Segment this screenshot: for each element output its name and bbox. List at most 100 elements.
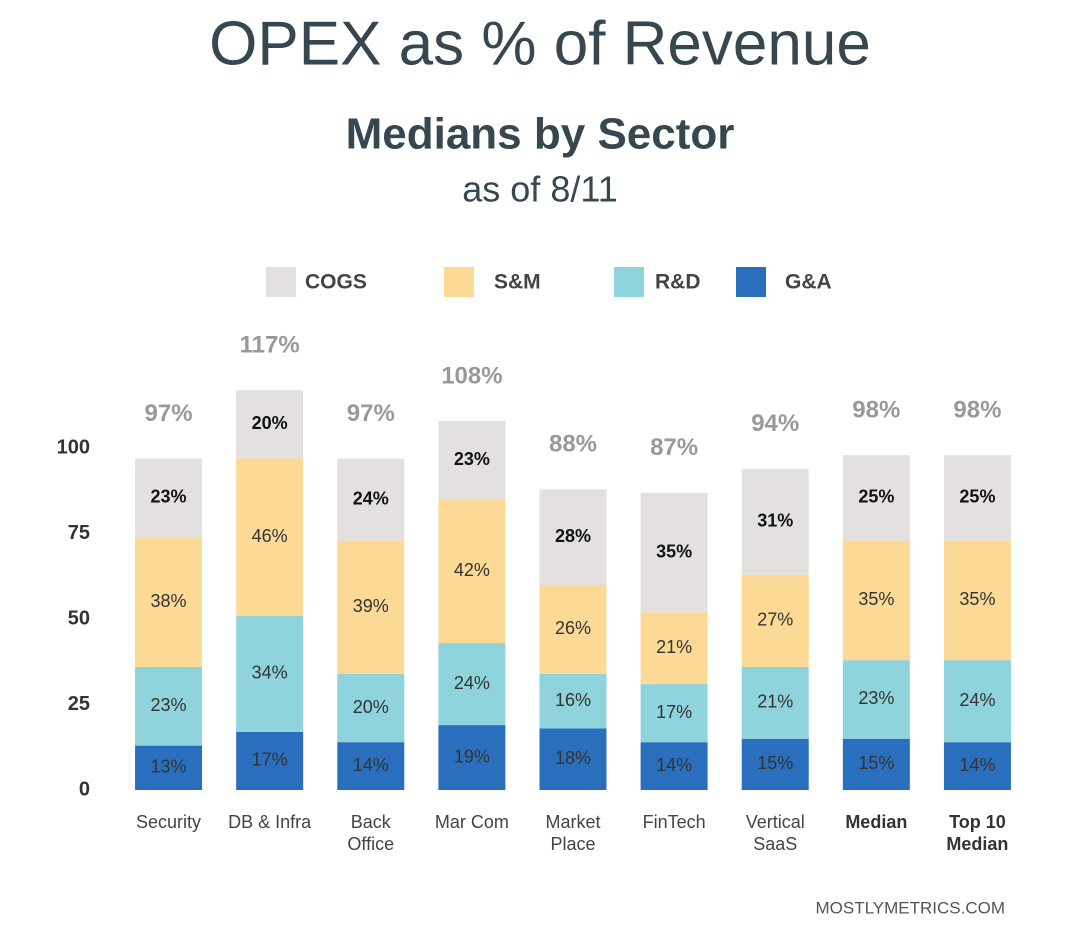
bar-segment bbox=[842, 660, 910, 739]
value-label: 24% bbox=[959, 690, 995, 710]
x-tick-label: Security bbox=[136, 812, 202, 832]
bar-segment bbox=[337, 458, 405, 541]
y-tick-label: 0 bbox=[79, 778, 90, 800]
value-label: 23% bbox=[151, 487, 187, 507]
legend-swatch bbox=[266, 267, 296, 297]
value-label: 23% bbox=[151, 695, 187, 715]
bar-segment bbox=[337, 673, 405, 743]
y-tick-label: 75 bbox=[68, 522, 90, 544]
total-label: 98% bbox=[852, 397, 900, 424]
total-label: 88% bbox=[549, 431, 597, 458]
bar-segment bbox=[438, 725, 506, 790]
value-label: 23% bbox=[454, 449, 490, 469]
bar-segment bbox=[135, 745, 203, 790]
legend-label: COGS bbox=[305, 271, 367, 294]
bar-segment bbox=[640, 492, 708, 613]
x-tick-label: FinTech bbox=[642, 812, 706, 832]
value-label: 16% bbox=[555, 690, 591, 710]
bar-segment bbox=[135, 667, 203, 746]
bar-segment bbox=[438, 499, 506, 644]
bar-segment bbox=[842, 540, 910, 661]
bar-segment bbox=[741, 574, 809, 667]
value-label: 18% bbox=[555, 748, 591, 768]
value-label: 35% bbox=[656, 541, 692, 561]
bar-segment bbox=[539, 489, 607, 585]
legend-swatch bbox=[736, 267, 766, 297]
bar-segment bbox=[741, 667, 809, 739]
value-label: 17% bbox=[252, 750, 288, 770]
legend-label: G&A bbox=[785, 271, 832, 294]
total-label: 87% bbox=[650, 434, 698, 461]
value-label: 42% bbox=[454, 560, 490, 580]
bar-segment bbox=[943, 742, 1011, 790]
bar-segment bbox=[337, 742, 405, 790]
bar-segment bbox=[539, 673, 607, 729]
value-label: 13% bbox=[151, 757, 187, 777]
value-label: 28% bbox=[555, 526, 591, 546]
value-label: 15% bbox=[757, 753, 793, 773]
bar-segment bbox=[236, 615, 304, 732]
bar-segment bbox=[640, 684, 708, 743]
y-tick-label: 25 bbox=[68, 693, 90, 715]
x-tick-label: DB & Infra bbox=[228, 812, 312, 832]
bar-segment bbox=[438, 421, 506, 500]
value-label: 35% bbox=[959, 589, 995, 609]
value-label: 21% bbox=[656, 637, 692, 657]
x-tick-label: Vertical SaaS bbox=[745, 812, 805, 854]
bar-segment bbox=[236, 458, 304, 616]
bar-segment bbox=[640, 612, 708, 685]
bar-segment bbox=[640, 742, 708, 790]
value-label: 46% bbox=[252, 526, 288, 546]
value-label: 15% bbox=[858, 753, 894, 773]
value-label: 26% bbox=[555, 618, 591, 638]
value-label: 20% bbox=[252, 413, 288, 433]
value-label: 39% bbox=[353, 596, 389, 616]
value-label: 24% bbox=[454, 673, 490, 693]
x-tick-label: Market Place bbox=[545, 812, 601, 854]
total-label: 97% bbox=[347, 400, 395, 427]
total-label: 94% bbox=[751, 410, 799, 437]
x-tick-label: Back Office bbox=[347, 812, 395, 854]
legend-label: R&D bbox=[655, 271, 701, 294]
value-label: 25% bbox=[858, 487, 894, 507]
value-label: 14% bbox=[353, 755, 389, 775]
value-label: 31% bbox=[757, 511, 793, 531]
chart-title: OPEX as % of Revenue bbox=[209, 9, 871, 78]
value-label: 17% bbox=[656, 702, 692, 722]
legend-label: S&M bbox=[494, 271, 541, 294]
bar-segment bbox=[943, 455, 1011, 541]
x-tick-label: Top 10 Median bbox=[946, 812, 1009, 854]
value-label: 14% bbox=[959, 755, 995, 775]
value-label: 20% bbox=[353, 697, 389, 717]
bar-segment bbox=[741, 738, 809, 790]
value-label: 14% bbox=[656, 755, 692, 775]
date-note: as of 8/11 bbox=[462, 169, 617, 210]
bar-segment bbox=[135, 537, 203, 667]
bar-segment bbox=[236, 390, 304, 459]
bar-segment bbox=[135, 458, 203, 538]
total-label: 117% bbox=[240, 332, 300, 359]
value-label: 19% bbox=[454, 746, 490, 766]
y-tick-label: 50 bbox=[68, 607, 90, 629]
total-label: 98% bbox=[953, 397, 1001, 424]
legend-swatch bbox=[614, 267, 644, 297]
bar-segment bbox=[438, 643, 506, 726]
bar-segment bbox=[943, 540, 1011, 661]
value-label: 24% bbox=[353, 488, 389, 508]
chart-subtitle: Medians by Sector bbox=[346, 110, 735, 159]
value-label: 35% bbox=[858, 589, 894, 609]
value-label: 23% bbox=[858, 688, 894, 708]
value-label: 21% bbox=[757, 692, 793, 712]
legend-swatch bbox=[444, 267, 474, 297]
value-label: 34% bbox=[252, 663, 288, 683]
total-label: 97% bbox=[145, 400, 193, 427]
bar-segment bbox=[842, 738, 910, 790]
source: MOSTLYMETRICS.COM bbox=[815, 898, 1005, 917]
value-label: 27% bbox=[757, 610, 793, 630]
bar-segment bbox=[741, 468, 809, 575]
bar-segment bbox=[236, 731, 304, 790]
value-label: 25% bbox=[959, 487, 995, 507]
bar-segment bbox=[842, 455, 910, 541]
